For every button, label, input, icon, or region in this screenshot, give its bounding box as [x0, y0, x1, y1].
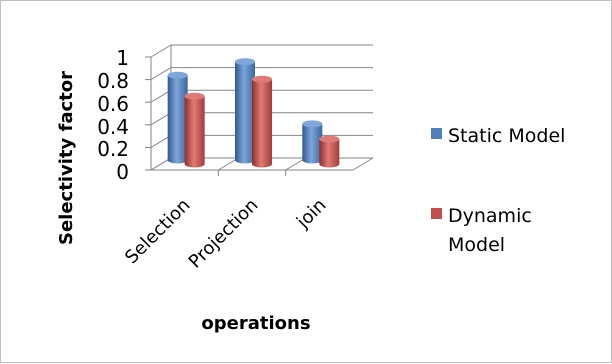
floor-divider [285, 157, 306, 171]
bars [167, 58, 340, 168]
bar-body [252, 79, 272, 168]
bar-selection-static [167, 71, 188, 164]
y-tick-labels: 0 0.2 0.4 0.6 0.8 1 [97, 46, 129, 184]
bar-cap [235, 58, 255, 66]
y-tick-label: 1 [116, 46, 129, 70]
y-tick-label: 0.8 [97, 69, 129, 93]
bar-cap [252, 75, 272, 83]
side-gridline [150, 44, 172, 58]
bar-selection-dynamic [184, 92, 205, 168]
bar-body [319, 139, 340, 168]
category-labels: Selection Projection join [121, 195, 331, 273]
legend-label-dynamic-line2: Model [448, 234, 505, 256]
floor-right-edge [352, 157, 374, 171]
bar-join-static [302, 120, 323, 164]
bar-projection-dynamic [252, 75, 272, 168]
y-tick-label: 0.2 [97, 137, 129, 161]
legend: Static Model Dynamic Model [431, 125, 565, 256]
bar-body [302, 123, 323, 164]
x-axis-title: operations [201, 313, 310, 334]
legend-swatch-dynamic [431, 208, 442, 219]
bar-cap [302, 120, 323, 128]
bar-join-dynamic [319, 135, 340, 168]
bar-body [167, 75, 188, 164]
side-gridline [150, 67, 172, 81]
legend-label-dynamic-line1: Dynamic [448, 205, 532, 227]
y-axis-title: Selectivity factor [56, 71, 77, 245]
bar-projection-static [235, 58, 255, 164]
category-label-projection: Projection [185, 195, 263, 273]
bar-cap [319, 135, 340, 143]
y-tick-label: 0.6 [97, 92, 129, 116]
category-label-join: join [292, 195, 330, 233]
bar-cap [184, 92, 205, 100]
y-tick-label: 0 [116, 160, 129, 184]
category-label-selection: Selection [121, 195, 195, 269]
legend-swatch-static [431, 128, 442, 139]
y-tick-label: 0.4 [97, 115, 129, 139]
bar-cap [167, 71, 188, 79]
bar-body [184, 96, 205, 168]
legend-label-static: Static Model [448, 125, 565, 147]
bar-body [235, 61, 255, 164]
